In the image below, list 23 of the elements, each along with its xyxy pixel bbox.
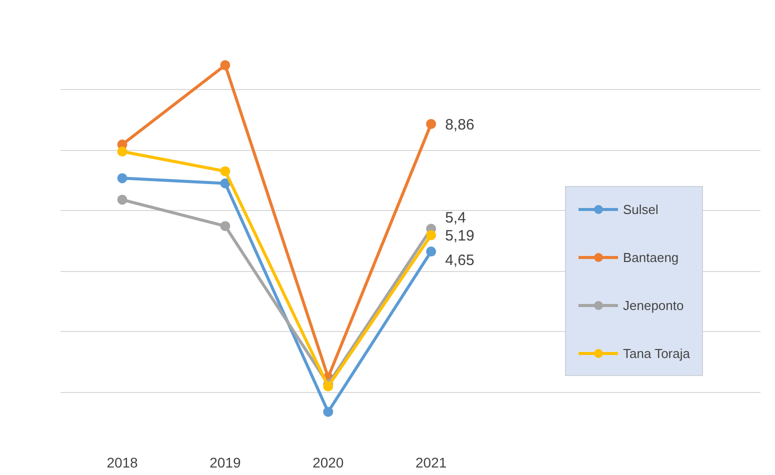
legend-label: Bantaeng <box>623 250 679 264</box>
point <box>117 194 128 205</box>
legend-label: Tana Toraja <box>623 346 690 360</box>
point <box>426 118 436 129</box>
point <box>220 221 230 232</box>
point <box>323 406 334 417</box>
x-tick-label: 2018 <box>106 454 138 470</box>
x-tick-label: 2021 <box>416 454 447 470</box>
point <box>220 166 230 176</box>
point <box>117 146 128 157</box>
point <box>426 246 436 257</box>
point <box>117 173 128 184</box>
x-tick-label: 2019 <box>210 454 241 470</box>
data-label: 4,65 <box>445 252 474 270</box>
x-tick-label: 2020 <box>312 454 344 470</box>
data-label: 5,4 <box>445 209 466 226</box>
point <box>426 230 436 240</box>
data-label: 8,86 <box>445 116 474 134</box>
legend-label: Sulsel <box>623 202 658 216</box>
data-label: 5,19 <box>445 228 474 245</box>
point <box>220 60 230 70</box>
legend-label: Jeneponto <box>623 298 684 312</box>
point <box>220 178 230 188</box>
